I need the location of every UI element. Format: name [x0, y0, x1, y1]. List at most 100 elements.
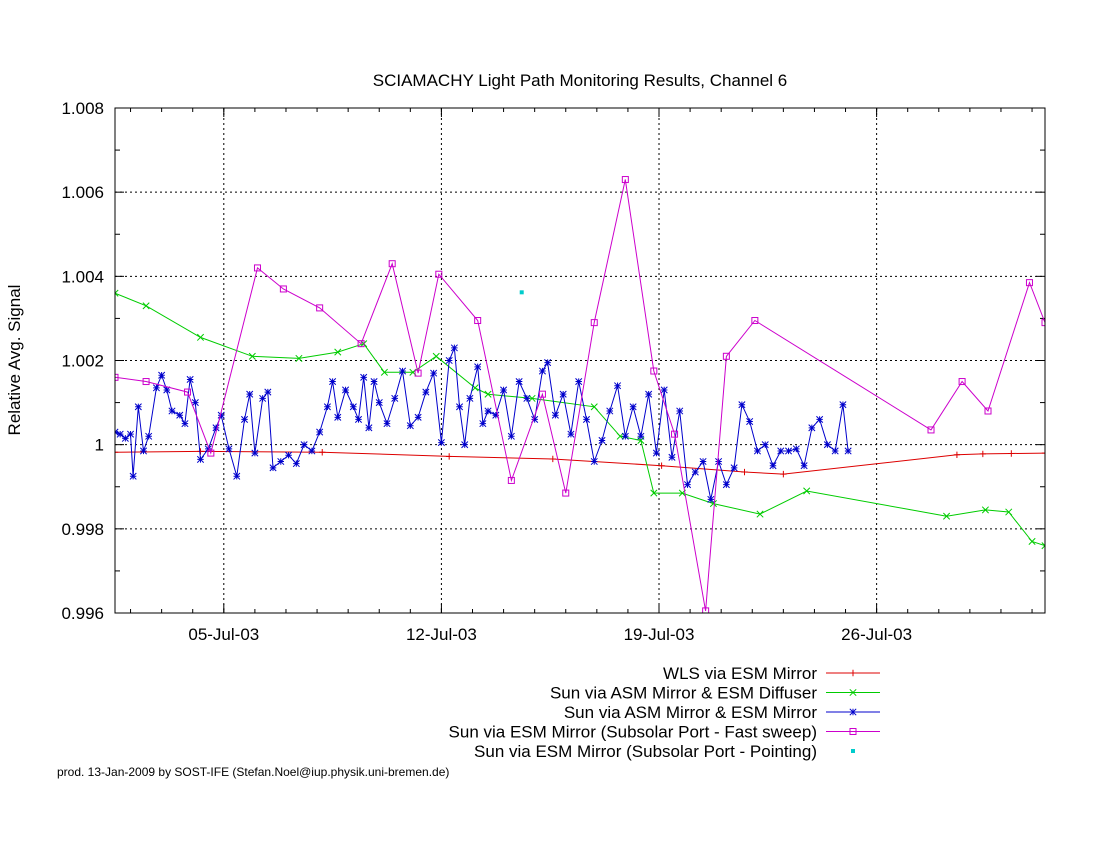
series-2-line [115, 292, 1045, 547]
series-2-point [616, 432, 624, 440]
series-3-point [204, 445, 212, 453]
series-3-point [139, 447, 148, 455]
series-2-point [756, 510, 764, 518]
series-3-point [430, 369, 438, 377]
series-3-point [683, 481, 692, 489]
series-3-point [354, 415, 363, 423]
series-3-point [816, 415, 824, 423]
series-2-point [803, 487, 811, 495]
y-tick-label: 0.998 [61, 520, 104, 539]
series-3-point [342, 386, 350, 394]
series-2-point [142, 302, 150, 310]
series-3-point [329, 377, 337, 386]
series-3-point [598, 436, 606, 445]
series-3-point [212, 424, 220, 432]
series-1-point [549, 455, 556, 463]
legend-label: WLS via ESM Mirror [663, 664, 817, 683]
series-3-point [538, 367, 546, 375]
series-2-point [528, 394, 536, 402]
series-3-point [308, 447, 316, 455]
series-2-point [484, 390, 492, 398]
y-tick-label: 0.996 [61, 604, 104, 623]
series-3-point [792, 445, 800, 453]
legend-swatch-marker [851, 749, 855, 753]
series-5 [519, 290, 524, 295]
series-3-point [375, 399, 383, 407]
series-2-point [1005, 508, 1013, 516]
series-2-point [248, 352, 256, 360]
series-3-point [479, 420, 487, 428]
series-5-point [519, 290, 524, 295]
series-3-point [277, 457, 285, 466]
series-3-point [240, 415, 249, 423]
series-3-point [152, 384, 161, 392]
series-1 [115, 448, 1045, 478]
series-3-point [551, 411, 559, 419]
series-2 [115, 289, 1045, 550]
series-4-point [142, 378, 150, 386]
series-1-point [115, 449, 119, 456]
series-4-point [650, 367, 658, 375]
legend-swatch-marker [849, 669, 857, 677]
series-4-point [984, 407, 992, 415]
series-3-point [323, 403, 331, 411]
series-3-point [176, 411, 184, 419]
series-2-point [115, 289, 119, 297]
series-3-point [746, 417, 754, 426]
series-2-point [432, 352, 440, 360]
series-4-point [507, 476, 515, 484]
x-tick-label: 12-Jul-03 [406, 625, 477, 644]
series-3-point [121, 434, 129, 442]
series-4-point [207, 449, 215, 457]
series-1-point [658, 462, 665, 469]
series-3-point [614, 382, 622, 390]
series-3-point [582, 415, 591, 423]
series-3-point [461, 441, 469, 449]
series-1-line [115, 450, 1045, 475]
series-3-point [590, 457, 598, 466]
series-layer [115, 176, 1045, 613]
series-3-point [621, 432, 629, 440]
series-3-point [575, 377, 583, 386]
series-1-point [445, 453, 453, 460]
series-3-point [769, 462, 777, 470]
series-3-point [474, 363, 482, 371]
grid-lines [115, 108, 1045, 613]
series-1-point [979, 450, 987, 458]
series-4-point [414, 369, 422, 377]
series-3-point [606, 407, 614, 415]
series-3-point [722, 481, 730, 489]
series-3-point [715, 457, 723, 466]
series-3-point [360, 373, 368, 381]
y-tick-label: 1 [95, 436, 104, 455]
series-3-point [777, 447, 785, 455]
series-4-point [722, 352, 730, 360]
series-3-point [707, 495, 715, 503]
series-3-point [645, 390, 653, 398]
series-1-point [741, 468, 748, 476]
series-3-point [523, 394, 531, 402]
series-3-point [259, 394, 267, 402]
series-3-point [559, 390, 567, 398]
legend-swatch-marker [849, 708, 857, 716]
series-3-point [126, 430, 135, 438]
legend-swatch-marker [849, 728, 857, 735]
series-3-point [784, 447, 793, 455]
series-4-point [958, 378, 966, 386]
chart-title: SCIAMACHY Light Path Monitoring Results,… [373, 71, 788, 90]
series-3-point [349, 403, 357, 411]
series-3-point [660, 386, 668, 394]
series-3-point [406, 422, 414, 430]
series-3-point [515, 377, 523, 386]
series-3-point [800, 462, 808, 470]
series-1-point [780, 470, 787, 478]
series-3-point [217, 411, 225, 419]
series-3-point [168, 407, 176, 415]
series-3-point [163, 386, 171, 394]
series-1-point [1008, 450, 1015, 457]
series-3-point [398, 367, 407, 375]
series-4-point [1025, 279, 1033, 287]
series-4-point [279, 285, 287, 293]
